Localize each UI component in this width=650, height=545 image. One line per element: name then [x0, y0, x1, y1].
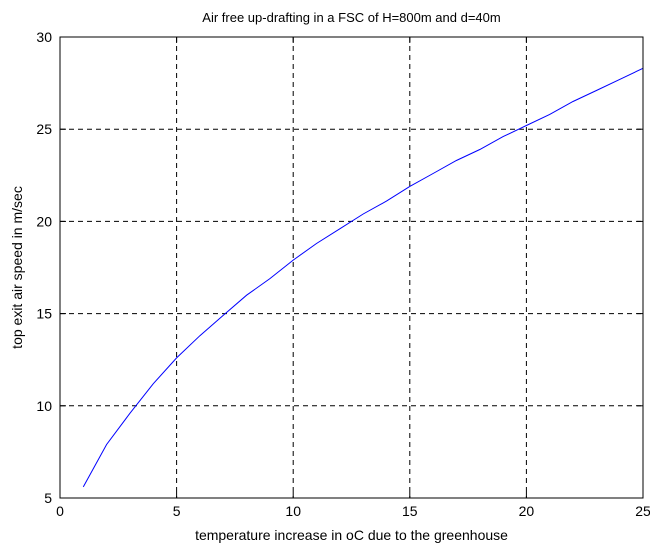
x-tick-label: 25: [635, 503, 650, 519]
series-line: [82, 67, 644, 488]
y-tick-label: 25: [36, 121, 52, 137]
y-tick-label: 5: [44, 490, 52, 506]
y-tick-label: 10: [36, 398, 52, 414]
plot-frame: [59, 36, 644, 499]
y-axis-title: top exit air speed in m/sec: [9, 186, 25, 349]
x-axis-title: temperature increase in oC due to the gr…: [195, 527, 508, 543]
x-tick-label: 20: [519, 503, 535, 519]
y-tick-label: 20: [36, 213, 52, 229]
y-tick-label: 30: [36, 29, 52, 45]
x-tick-label: 10: [285, 503, 301, 519]
x-tick-label: 0: [56, 503, 64, 519]
x-tick-label: 5: [173, 503, 181, 519]
x-tick-label: 15: [402, 503, 418, 519]
tick-marks: [59, 36, 644, 499]
y-tick-label: 15: [36, 306, 52, 322]
chart-title: Air free up-drafting in a FSC of H=800m …: [202, 10, 500, 25]
series-layer: [82, 67, 644, 488]
